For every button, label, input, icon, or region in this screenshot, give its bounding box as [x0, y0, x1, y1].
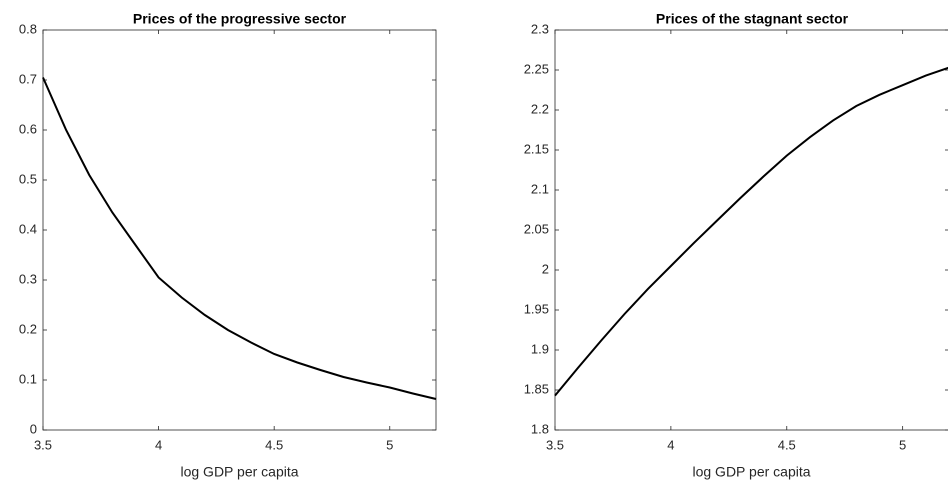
y-tick-label: 1.9 — [531, 341, 549, 356]
line-series — [554, 66, 948, 397]
line-series — [42, 77, 437, 400]
y-tick-label: 0.3 — [19, 271, 37, 286]
x-tick-label: 4.5 — [265, 437, 283, 452]
y-tick-label: 1.85 — [524, 381, 549, 396]
y-tick-label: 0.5 — [19, 171, 37, 186]
y-tick-label: 2.2 — [531, 101, 549, 116]
y-tick-label: 0.6 — [19, 121, 37, 136]
y-tick-label: 2.05 — [524, 221, 549, 236]
x-tick-label: 4 — [667, 437, 674, 452]
chart-title: Prices of the progressive sector — [133, 11, 347, 27]
x-axis-label: log GDP per capita — [180, 464, 298, 480]
y-tick-label: 0.8 — [19, 21, 37, 36]
y-tick-label: 2.15 — [524, 141, 549, 156]
x-tick-label: 3.5 — [546, 437, 564, 452]
x-tick-label: 4 — [155, 437, 162, 452]
axes-box — [42, 29, 437, 431]
x-axis-label: log GDP per capita — [692, 464, 810, 480]
y-tick-label: 0 — [30, 421, 37, 436]
y-tick-label: 0.4 — [19, 221, 37, 236]
x-tick-label: 5 — [899, 437, 906, 452]
x-tick-label: 5 — [386, 437, 393, 452]
y-tick-label: 0.1 — [19, 371, 37, 386]
y-tick-label: 0.7 — [19, 71, 37, 86]
y-tick-label: 1.8 — [531, 421, 549, 436]
x-tick-label: 3.5 — [34, 437, 52, 452]
x-tick-label: 4.5 — [778, 437, 796, 452]
y-tick-label: 2 — [542, 261, 549, 276]
y-tick-label: 2.3 — [531, 21, 549, 36]
y-tick-label: 2.25 — [524, 61, 549, 76]
y-tick-label: 0.2 — [19, 321, 37, 336]
y-tick-label: 1.95 — [524, 301, 549, 316]
y-tick-label: 2.1 — [531, 181, 549, 196]
chart-title: Prices of the stagnant sector — [656, 11, 849, 27]
